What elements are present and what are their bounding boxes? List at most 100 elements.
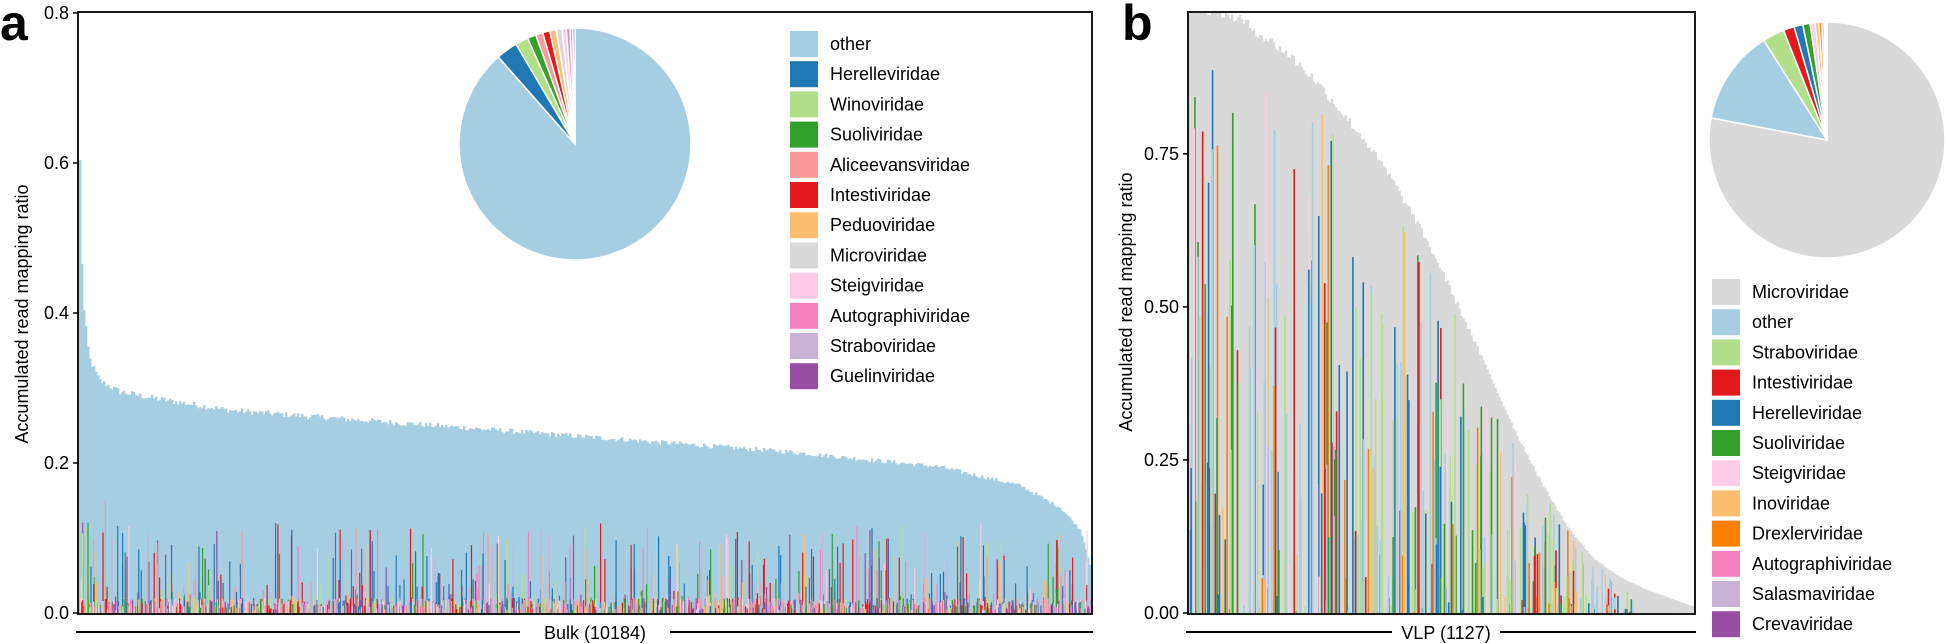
legend-swatch (1712, 460, 1740, 487)
bar-family-segment (689, 601, 691, 613)
bar-family-segment (1226, 316, 1228, 613)
bar-family-segment (182, 586, 185, 613)
bar-family-segment (665, 601, 667, 613)
panel-b-legend: MicroviridaeotherStraboviridaeIntestivir… (1712, 279, 1892, 638)
bar-total (939, 467, 942, 613)
bar-total (1648, 590, 1651, 613)
bar-family-segment (416, 600, 419, 613)
bar-family-segment (270, 608, 272, 613)
bar-total (1226, 14, 1230, 613)
bar-family-segment (746, 608, 748, 613)
bar-family-segment (1527, 563, 1530, 613)
bar-total (227, 412, 230, 613)
panel-a-xlabel-bg (520, 620, 670, 644)
bar-family-segment (910, 594, 912, 613)
bar-total (1658, 594, 1661, 613)
bar-family-segment (1088, 608, 1091, 613)
bar-total (283, 416, 286, 613)
bar-family-segment (940, 602, 942, 613)
bar-total (1650, 591, 1653, 613)
bar-family-segment (1626, 609, 1628, 613)
bar-family-segment (721, 603, 724, 613)
bar-family-segment (1296, 554, 1299, 613)
bar-family-segment (792, 604, 794, 613)
bar-family-segment (263, 609, 265, 613)
bar-family-segment (80, 602, 83, 613)
bar-total (1328, 102, 1332, 613)
bar-total (1346, 120, 1350, 613)
bar-total (487, 429, 490, 613)
legend-swatch (790, 302, 818, 329)
bar-family-segment (903, 606, 905, 613)
bar-total (909, 463, 912, 613)
bar-family-segment (274, 603, 276, 613)
bar-total (1003, 482, 1006, 613)
bar-family-segment (1318, 576, 1321, 613)
bar-family-segment (1067, 601, 1069, 613)
bar-family-segment (659, 609, 661, 613)
bar-total (745, 448, 748, 613)
bar-family-segment (670, 601, 672, 613)
bar-family-segment (322, 606, 324, 613)
bar-family-segment (775, 578, 777, 613)
bar-family-segment (1273, 129, 1276, 613)
bar-total (1530, 463, 1533, 613)
bar-family-segment (1408, 400, 1410, 613)
bar-total (687, 444, 690, 613)
bar-family-segment (556, 603, 558, 613)
bar-family-segment (401, 606, 404, 613)
bar-family-segment (1085, 600, 1087, 613)
bar-total (511, 428, 514, 613)
bar-total (1662, 595, 1665, 613)
bar-total (767, 449, 770, 613)
bar-total (951, 468, 954, 613)
bar-total (647, 442, 650, 613)
bar-family-segment (389, 600, 391, 613)
bar-family-segment (714, 598, 716, 613)
bar-total (665, 441, 668, 613)
bar-total (1676, 600, 1679, 613)
bar-family-segment (89, 606, 91, 613)
bar-family-segment (864, 553, 866, 613)
bar-family-segment (426, 600, 428, 613)
bar-family-segment (1420, 321, 1422, 613)
bar-family-segment (631, 599, 633, 613)
bar-total (189, 404, 192, 613)
bar-total (109, 388, 112, 613)
bar-family-segment (1082, 603, 1085, 613)
bar-family-segment (1379, 540, 1382, 613)
bar-family-segment (1394, 327, 1396, 613)
bar-family-segment (162, 603, 164, 613)
legend-label: Drexlerviridae (1752, 524, 1863, 544)
bar-family-segment (933, 605, 935, 613)
bar-family-segment (1467, 429, 1470, 613)
bar-total (521, 429, 524, 613)
legend-label: Guelinviridae (830, 366, 935, 386)
bar-total (1612, 572, 1615, 613)
bar-family-segment (508, 598, 510, 613)
bar-family-segment (1361, 519, 1363, 613)
bar-family-segment (366, 544, 368, 613)
bar-total (1584, 549, 1587, 613)
bar-family-segment (204, 560, 206, 613)
y-tick-label: 0.0 (44, 603, 69, 623)
bar-family-segment (910, 609, 912, 613)
bar-total (207, 408, 210, 613)
bar-total (905, 463, 908, 613)
bar-total (499, 428, 502, 613)
bar-total (739, 447, 742, 613)
bar-family-segment (253, 609, 256, 613)
bar-total (1001, 481, 1004, 613)
bar-family-segment (832, 559, 834, 613)
bar-total (93, 366, 96, 613)
bar-family-segment (1433, 459, 1436, 613)
bar-total (701, 447, 704, 613)
bar-family-segment (129, 599, 131, 613)
bar-total (1260, 35, 1264, 614)
bar-family-segment (838, 603, 840, 613)
bar-total (1270, 38, 1274, 613)
bar-total (1538, 477, 1541, 613)
bar-family-segment (778, 610, 780, 613)
bar-family-segment (706, 596, 708, 613)
